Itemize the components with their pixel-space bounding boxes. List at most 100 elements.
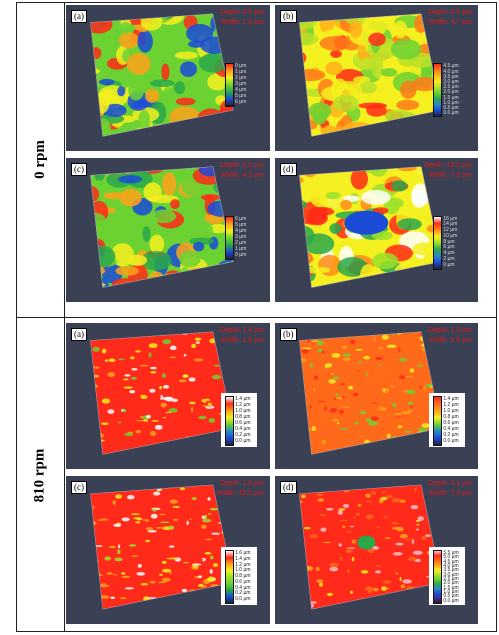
- color-scale-tick: 5.5 µm: [443, 550, 459, 556]
- surface-plot: [299, 166, 442, 288]
- color-scale-tick: 4.5 µm: [443, 558, 459, 565]
- panel-label: (c): [71, 481, 87, 494]
- color-scale-tick: 0.8 µm: [235, 414, 251, 420]
- color-scale-tick: 2 µm: [235, 75, 247, 82]
- color-scale-tick: 3.0 µm: [443, 571, 459, 578]
- color-scale-tick: 0.6 µm: [235, 578, 251, 585]
- row-label-1: 810 rpm: [31, 448, 48, 502]
- color-scale-tick: 0.0 µm: [443, 597, 459, 604]
- color-scale-tick: 0.4 µm: [443, 426, 459, 432]
- panel-label: (a): [71, 328, 87, 341]
- surface-plot: [90, 13, 234, 137]
- color-scale-tick: 12 µm: [443, 227, 458, 234]
- color-scale-tick: 0 µm: [235, 63, 247, 70]
- panel-label: (c): [71, 163, 87, 176]
- surface-panel-0-1: (b) Depth: 4.5 µm Width: 4.7 µm 4.5 µm 4.0 µ…: [275, 5, 478, 151]
- color-scale-tick: 0.6 µm: [443, 420, 459, 426]
- width-value: Width: 10.0 µm: [216, 490, 264, 497]
- color-scale-tick: 0 µm: [443, 261, 455, 268]
- color-scale-tick: 2.0 µm: [443, 89, 459, 96]
- color-scale-tick: 16 µm: [443, 215, 458, 222]
- color-scale-tick: 5 µm: [235, 221, 247, 228]
- color-scale-tick: 4 µm: [443, 250, 455, 257]
- color-scale-tick: 0.4 µm: [235, 426, 251, 432]
- color-scale-tick: 2.0 µm: [443, 580, 459, 587]
- surface-plot: [299, 484, 442, 610]
- color-scale-tick: 3 µm: [235, 81, 247, 88]
- surface-panel-1-2: (c) Depth: 1.5 µm Width: 10.0 µm 1.6 µm 1.4 …: [66, 476, 270, 624]
- color-scale-tick: 6 µm: [235, 99, 247, 106]
- panel-label: (b): [280, 10, 297, 23]
- depth-value: Depth: 1.2 µm: [427, 327, 472, 334]
- color-scale-tick: 4.5 µm: [443, 63, 459, 70]
- color-scale-tick: 1.4 µm: [235, 555, 251, 562]
- color-scale-tick: 2.5 µm: [443, 576, 459, 582]
- width-value: Width: 3.0 µm: [428, 337, 472, 344]
- color-scale-tick: 1.4 µm: [235, 396, 251, 402]
- color-scale-tick: 4 µm: [235, 87, 247, 94]
- color-scale-tick: 10 µm: [443, 232, 458, 239]
- color-scale-tick: 4.0 µm: [443, 563, 459, 569]
- color-scale-tick: 0.2 µm: [235, 590, 251, 597]
- surface-plot: [299, 13, 442, 137]
- color-scale-tick: 1.5 µm: [443, 94, 459, 101]
- color-scale-tick: 1.4 µm: [443, 396, 459, 402]
- color-scale-tick: 0.2 µm: [443, 432, 459, 438]
- color-scale-tick: 6 µm: [443, 244, 455, 251]
- depth-value: Depth: 6.5 µm: [219, 162, 264, 169]
- surface-plot: [90, 331, 234, 455]
- color-scale-tick: 0.0 µm: [443, 110, 459, 117]
- color-scale-tick: 8 µm: [443, 238, 455, 245]
- surface-panel-1-3: (d) Depth: 5.1 µm Width: 7.8 µm 5.5 µm 5.0 µ…: [275, 476, 478, 624]
- color-scale-tick: 1.6 µm: [235, 550, 251, 556]
- color-scale-tick: 0.0 µm: [235, 596, 251, 603]
- row-divider: [16, 317, 497, 318]
- color-scale-tick: 4.0 µm: [443, 68, 459, 75]
- surface-plot: [90, 484, 234, 610]
- surface-plot: [299, 331, 442, 455]
- color-scale-tick: 1 µm: [235, 245, 247, 252]
- color-scale-tick: 1.0 µm: [443, 99, 459, 106]
- color-scale-bar: [433, 63, 443, 118]
- color-scale-tick: 0.5 µm: [443, 105, 459, 111]
- depth-value: Depth: 4.5 µm: [427, 9, 472, 16]
- depth-value: Depth: 1.5 µm: [219, 480, 264, 487]
- color-scale-tick: 3.5 µm: [443, 73, 459, 80]
- surface-panel-0-3: (d) Depth: 16.0 µm Width: 7.3 µm 16 µm 14 µm…: [275, 158, 478, 302]
- panel-label: (a): [71, 10, 87, 23]
- color-scale-tick: 14 µm: [443, 221, 458, 228]
- color-scale-tick: 5.0 µm: [443, 554, 459, 561]
- color-scale-tick: 3 µm: [235, 233, 247, 240]
- depth-value: Depth: 5.1 µm: [427, 480, 472, 487]
- color-scale-tick: 6 µm: [235, 215, 247, 222]
- width-value: Width: 1.5 µm: [220, 337, 264, 344]
- width-value: Width: 1.5 µm: [220, 19, 264, 26]
- color-scale-tick: 0 µm: [235, 251, 247, 258]
- width-value: Width: 7.8 µm: [428, 490, 472, 497]
- color-scale-tick: 0.5 µm: [443, 593, 459, 600]
- row-label-0: 0 rpm: [31, 140, 48, 179]
- color-scale-tick: 0.6 µm: [235, 420, 251, 426]
- surface-panel-1-1: (b) Depth: 1.2 µm Width: 3.0 µm 1.4 µm 1.2 µ…: [275, 323, 478, 469]
- color-scale-tick: 2 µm: [443, 256, 455, 263]
- surface-panel-1-0: (a) Depth: 1.4 µm Width: 1.5 µm 1.4 µm 1.2 µ…: [66, 323, 270, 469]
- color-scale-tick: 0.0 µm: [235, 438, 251, 444]
- panel-label: (d): [280, 163, 297, 176]
- color-scale-tick: 0.8 µm: [235, 573, 251, 580]
- color-scale-tick: 1.0 µm: [443, 408, 459, 414]
- panel-label: (d): [280, 481, 297, 494]
- color-scale-tick: 0.0 µm: [443, 438, 459, 444]
- color-scale-tick: 1.2 µm: [235, 402, 251, 408]
- color-scale-bar: [225, 215, 235, 260]
- color-scale-tick: 3.0 µm: [443, 79, 459, 85]
- color-scale-bar: [433, 550, 443, 604]
- surface-panel-0-2: (c) Depth: 6.5 µm Width: 4.5 µm 6 µm 5 µm 4 µ…: [66, 158, 270, 302]
- color-scale-tick: 1.0 µm: [235, 408, 251, 414]
- color-scale-tick: 1.0 µm: [235, 567, 251, 574]
- color-scale-tick: 1.2 µm: [443, 402, 459, 408]
- color-scale-tick: 5 µm: [235, 93, 247, 100]
- depth-value: Depth: 16.0 µm: [423, 162, 472, 169]
- color-scale-bar: [225, 550, 235, 604]
- surface-panel-0-0: (a) Depth: 4.5 µm Width: 1.5 µm 0 µm 1 µm 2 µ…: [66, 5, 270, 151]
- width-value: Width: 7.3 µm: [428, 172, 472, 179]
